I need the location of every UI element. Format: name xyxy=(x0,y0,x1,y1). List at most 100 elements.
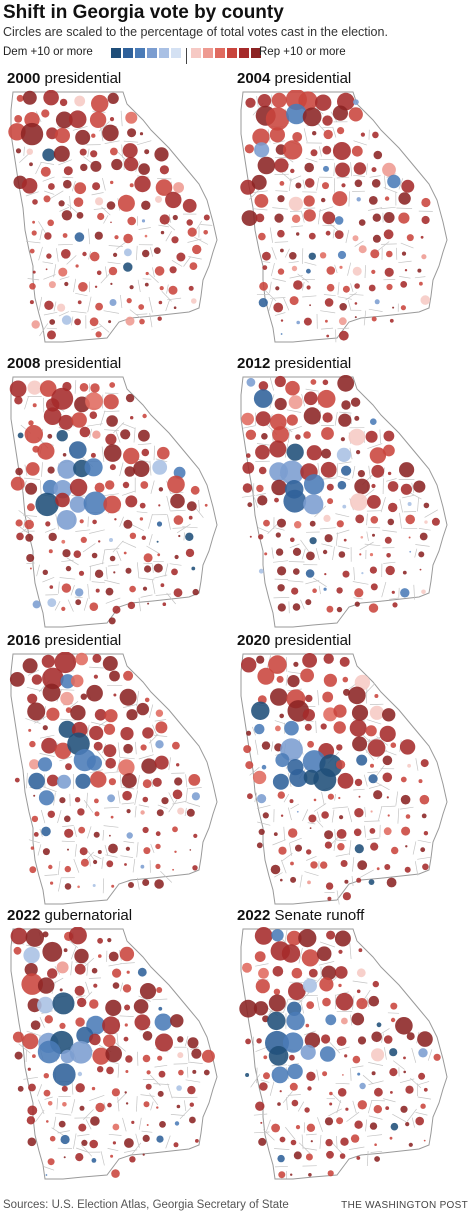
county-circle xyxy=(326,266,336,275)
county-circle xyxy=(340,437,345,442)
county-border xyxy=(137,279,141,293)
county-circle xyxy=(370,249,380,259)
county-circle xyxy=(268,994,286,1012)
county-circle xyxy=(274,397,287,411)
county-border xyxy=(183,532,185,541)
panel-election-type: presidential xyxy=(270,355,352,372)
county-circle xyxy=(78,1123,87,1132)
county-circle xyxy=(417,268,422,273)
county-circle xyxy=(413,480,426,493)
county-border xyxy=(347,262,352,276)
county-circle xyxy=(374,1143,377,1146)
county-circle xyxy=(389,1136,393,1140)
county-border xyxy=(349,1014,353,1026)
county-circle xyxy=(307,740,314,748)
county-border xyxy=(149,313,153,328)
map-panel: 2022 Senate runoff xyxy=(233,907,461,1197)
county-circle xyxy=(245,429,257,440)
county-circle xyxy=(145,1083,152,1090)
county-circle xyxy=(172,741,180,750)
county-border xyxy=(368,1115,383,1120)
county-circle xyxy=(79,1105,85,1111)
county-circle xyxy=(187,227,197,237)
county-circle xyxy=(277,268,285,275)
county-border xyxy=(380,805,396,808)
county-circle xyxy=(125,393,135,403)
county-circle xyxy=(325,882,334,890)
county-circle xyxy=(160,583,165,588)
county-circle xyxy=(142,727,154,739)
county-circle xyxy=(272,773,289,790)
county-circle xyxy=(383,1035,393,1044)
panel-election-type: presidential xyxy=(40,70,122,87)
county-border xyxy=(396,207,413,209)
county-circle xyxy=(188,515,193,520)
county-circle xyxy=(324,534,333,543)
panel-election-type: presidential xyxy=(270,632,352,649)
county-circle xyxy=(94,709,107,721)
map-panel: 2022 gubernatorial xyxy=(3,907,231,1197)
county-circle xyxy=(91,967,98,974)
county-border xyxy=(366,513,368,526)
county-circle xyxy=(123,670,134,681)
county-circle xyxy=(192,244,202,255)
county-border xyxy=(366,163,368,175)
county-border xyxy=(267,524,278,535)
county-circle xyxy=(90,1116,100,1126)
county-border xyxy=(185,774,188,788)
county-border xyxy=(255,963,269,967)
county-border xyxy=(136,562,140,578)
county-circle xyxy=(291,214,301,223)
georgia-map xyxy=(239,927,448,1180)
county-circle xyxy=(95,302,103,311)
county-border xyxy=(103,493,119,497)
county-border xyxy=(89,858,91,867)
county-circle xyxy=(341,400,351,410)
county-circle xyxy=(103,744,117,758)
county-circle xyxy=(246,730,252,736)
county-circle xyxy=(246,377,256,387)
county-circle xyxy=(325,319,328,323)
county-border xyxy=(289,175,302,181)
county-border xyxy=(256,96,259,108)
county-border xyxy=(179,1107,192,1120)
county-circle xyxy=(379,725,396,742)
county-border xyxy=(367,1100,373,1114)
county-circle xyxy=(32,270,36,274)
county-border xyxy=(383,175,387,190)
county-border xyxy=(100,273,110,284)
county-border xyxy=(334,411,338,426)
georgia-map xyxy=(240,375,448,628)
county-circle xyxy=(154,147,169,162)
county-border xyxy=(188,256,202,260)
county-circle xyxy=(338,551,346,558)
county-border xyxy=(93,854,102,860)
county-border xyxy=(306,855,317,861)
county-circle xyxy=(141,448,150,457)
county-circle xyxy=(13,946,22,955)
county-circle xyxy=(153,563,163,573)
county-circle xyxy=(280,248,284,253)
county-border xyxy=(349,293,364,296)
county-border xyxy=(347,807,353,823)
county-border xyxy=(301,281,305,291)
county-circle xyxy=(275,753,290,768)
county-circle xyxy=(77,1071,83,1077)
county-border xyxy=(39,753,55,757)
county-circle xyxy=(273,302,284,313)
county-border xyxy=(376,241,390,252)
county-circle xyxy=(418,551,425,558)
county-circle xyxy=(242,962,252,973)
county-border xyxy=(61,840,75,843)
county-border xyxy=(69,195,71,210)
county-border xyxy=(331,1093,342,1104)
county-circle xyxy=(61,315,72,325)
county-circle xyxy=(260,1121,263,1124)
county-circle xyxy=(310,149,318,157)
county-circle xyxy=(323,653,334,664)
county-border xyxy=(354,240,364,247)
county-circle xyxy=(29,248,35,254)
county-border xyxy=(70,584,75,596)
county-border xyxy=(399,512,402,529)
county-border xyxy=(70,961,73,976)
